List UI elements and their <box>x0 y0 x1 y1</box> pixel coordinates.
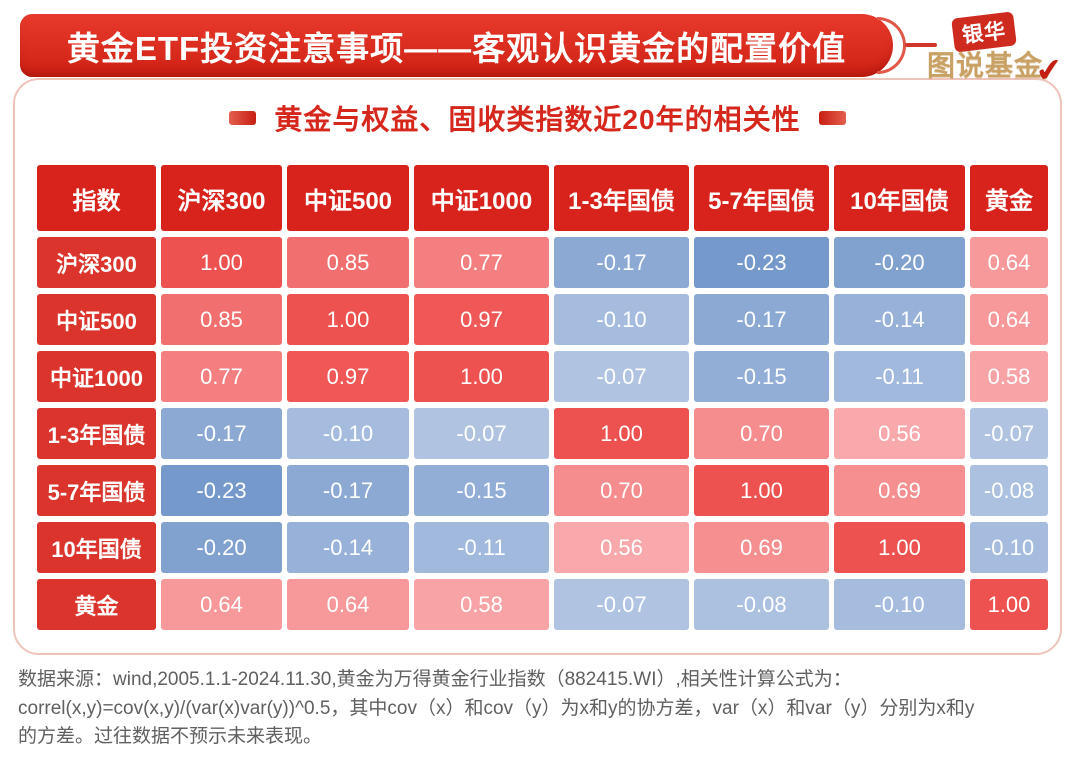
title-banner: 黄金ETF投资注意事项——客观认识黄金的配置价值 <box>20 14 906 77</box>
correlation-cell: 0.69 <box>834 465 965 516</box>
column-header: 黄金 <box>970 165 1048 231</box>
correlation-cell: 1.00 <box>287 294 409 345</box>
correlation-cell: 0.97 <box>287 351 409 402</box>
correlation-cell: 0.97 <box>414 294 549 345</box>
correlation-cell: 1.00 <box>414 351 549 402</box>
row-header: 中证1000 <box>37 351 156 402</box>
subtitle-marker-left-icon <box>229 111 257 125</box>
correlation-cell: -0.08 <box>970 465 1048 516</box>
section-title: 黄金与权益、固收类指数近20年的相关性 <box>274 104 801 135</box>
correlation-cell: -0.08 <box>694 579 829 630</box>
correlation-cell: 0.77 <box>414 237 549 288</box>
correlation-cell: -0.17 <box>161 408 282 459</box>
correlation-cell: 1.00 <box>970 579 1048 630</box>
correlation-cell: 0.58 <box>970 351 1048 402</box>
correlation-cell: 0.64 <box>970 294 1048 345</box>
correlation-cell: 0.69 <box>694 522 829 573</box>
correlation-cell: -0.23 <box>694 237 829 288</box>
correlation-cell: -0.07 <box>970 408 1048 459</box>
column-header: 沪深300 <box>161 165 282 231</box>
correlation-cell: -0.10 <box>287 408 409 459</box>
correlation-cell: 1.00 <box>694 465 829 516</box>
correlation-cell: -0.17 <box>554 237 689 288</box>
page-title: 黄金ETF投资注意事项——客观认识黄金的配置价值 <box>66 29 847 67</box>
column-header: 1-3年国债 <box>554 165 689 231</box>
correlation-table: 指数 沪深300 中证500 中证1000 1-3年国债 5-7年国债 10年国债 黄金 沪深3… <box>37 165 1048 630</box>
footnote: 数据来源：wind,2005.1.1-2024.11.30,黄金为万得黄金行业指… <box>18 669 975 747</box>
correlation-cell: -0.07 <box>554 351 689 402</box>
correlation-cell: -0.20 <box>834 237 965 288</box>
checkmark-icon: ✔ <box>1033 50 1066 90</box>
correlation-cell: -0.14 <box>287 522 409 573</box>
correlation-cell: 0.85 <box>287 237 409 288</box>
correlation-cell: 0.64 <box>287 579 409 630</box>
correlation-cell: -0.17 <box>694 294 829 345</box>
correlation-cell: 0.85 <box>161 294 282 345</box>
correlation-cell: 0.77 <box>161 351 282 402</box>
correlation-cell: -0.23 <box>161 465 282 516</box>
correlation-cell: 1.00 <box>161 237 282 288</box>
correlation-cell: 0.70 <box>554 465 689 516</box>
correlation-cell: -0.15 <box>694 351 829 402</box>
dash-divider <box>905 43 937 47</box>
correlation-cell: 0.56 <box>834 408 965 459</box>
correlation-cell: -0.07 <box>414 408 549 459</box>
correlation-cell: -0.10 <box>554 294 689 345</box>
column-header: 10年国债 <box>834 165 965 231</box>
correlation-cell: 0.56 <box>554 522 689 573</box>
table-corner-label: 指数 <box>37 165 156 231</box>
content-card: 黄金与权益、固收类指数近20年的相关性 指数 沪深300 中证500 中证1000 1-… <box>13 78 1062 655</box>
correlation-cell: 0.70 <box>694 408 829 459</box>
row-header: 10年国债 <box>37 522 156 573</box>
correlation-cell: 1.00 <box>834 522 965 573</box>
column-header: 5-7年国债 <box>694 165 829 231</box>
correlation-cell: 0.64 <box>970 237 1048 288</box>
correlation-cell: -0.15 <box>414 465 549 516</box>
correlation-cell: -0.11 <box>414 522 549 573</box>
correlation-cell: -0.14 <box>834 294 965 345</box>
correlation-cell: 1.00 <box>554 408 689 459</box>
column-header: 中证500 <box>287 165 409 231</box>
correlation-cell: -0.17 <box>287 465 409 516</box>
correlation-cell: -0.07 <box>554 579 689 630</box>
row-header: 1-3年国债 <box>37 408 156 459</box>
correlation-cell: 0.58 <box>414 579 549 630</box>
correlation-cell: -0.20 <box>161 522 282 573</box>
brand-logo: 银华 图说基金✔ <box>925 11 1075 89</box>
correlation-cell: -0.11 <box>834 351 965 402</box>
section-title-row: 黄金与权益、固收类指数近20年的相关性 <box>15 98 1060 138</box>
brand-name: 图说基金✔ <box>927 44 1065 89</box>
correlation-cell: -0.10 <box>970 522 1048 573</box>
row-header: 沪深300 <box>37 237 156 288</box>
brand-name-text: 图说基金 <box>927 50 1044 81</box>
row-header: 黄金 <box>37 579 156 630</box>
correlation-cell: -0.10 <box>834 579 965 630</box>
column-header: 中证1000 <box>414 165 549 231</box>
row-header: 5-7年国债 <box>37 465 156 516</box>
correlation-cell: 0.64 <box>161 579 282 630</box>
subtitle-marker-right-icon <box>818 111 846 125</box>
row-header: 中证500 <box>37 294 156 345</box>
